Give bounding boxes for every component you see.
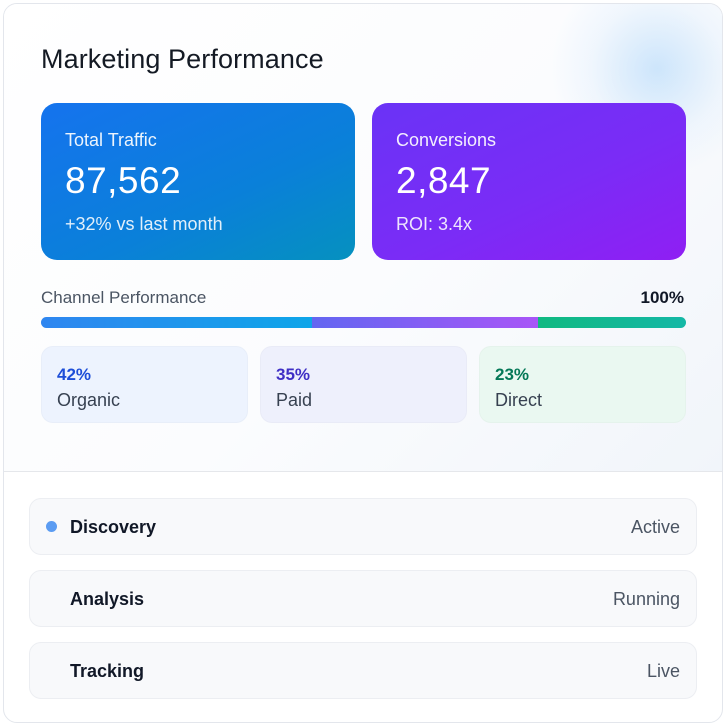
conversions-label: Conversions: [396, 130, 497, 150]
metrics-section: Marketing Performance Total Traffic 87,5…: [4, 4, 722, 472]
step-name: Analysis: [70, 589, 145, 609]
marketing-performance-card: Marketing Performance Total Traffic 87,5…: [3, 3, 723, 723]
organic-tile[interactable]: 42% Organic: [41, 346, 248, 423]
conversions-card[interactable]: Conversions 2,847 ROI: 3.4x: [372, 103, 686, 260]
conversions-roi: ROI: 3.4x: [396, 214, 473, 234]
channel-progress-bar: [41, 317, 686, 328]
step-row-analysis[interactable]: Analysis Running: [29, 570, 697, 627]
page-title: Marketing Performance: [41, 44, 324, 74]
total-traffic-label: Total Traffic: [65, 130, 157, 150]
step-status: Active: [630, 517, 680, 537]
paid-label: Paid: [276, 390, 313, 410]
organic-percent: 42%: [57, 365, 92, 384]
active-status-dot-icon: [46, 521, 57, 532]
total-traffic-card[interactable]: Total Traffic 87,562 +32% vs last month: [41, 103, 355, 260]
direct-segment: [537, 317, 686, 328]
channel-performance-total: 100%: [640, 288, 684, 307]
conversions-value: 2,847: [396, 160, 492, 201]
direct-label: Direct: [495, 390, 543, 410]
step-row-tracking[interactable]: Tracking Live: [29, 642, 697, 699]
step-name: Tracking: [70, 661, 145, 681]
paid-segment: [311, 317, 538, 328]
step-status: Running: [612, 589, 680, 609]
paid-tile[interactable]: 35% Paid: [260, 346, 467, 423]
total-traffic-value: 87,562: [65, 160, 182, 201]
step-row-discovery[interactable]: Discovery Active: [29, 498, 697, 555]
paid-percent: 35%: [276, 365, 311, 384]
total-traffic-change: +32% vs last month: [65, 214, 223, 234]
direct-tile[interactable]: 23% Direct: [479, 346, 686, 423]
organic-segment: [41, 317, 312, 328]
step-status: Live: [646, 661, 680, 681]
organic-label: Organic: [57, 390, 121, 410]
direct-percent: 23%: [495, 365, 530, 384]
channel-performance-label: Channel Performance: [41, 288, 207, 307]
step-name: Discovery: [70, 517, 157, 537]
